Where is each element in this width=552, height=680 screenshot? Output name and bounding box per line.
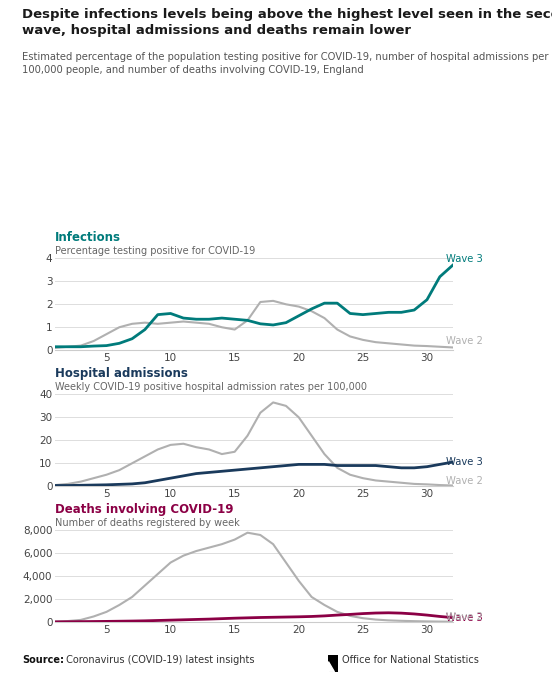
Text: Source:: Source: — [22, 655, 64, 665]
Text: Infections: Infections — [55, 231, 121, 244]
Text: Percentage testing positive for COVID-19: Percentage testing positive for COVID-19 — [55, 245, 256, 256]
Text: Wave 3: Wave 3 — [446, 613, 483, 623]
Text: Wave 3: Wave 3 — [446, 254, 483, 264]
Polygon shape — [328, 662, 335, 672]
Text: Number of deaths registered by week: Number of deaths registered by week — [55, 517, 240, 528]
Text: Hospital admissions: Hospital admissions — [55, 367, 188, 380]
Text: Weekly COVID-19 positive hospital admission rates per 100,000: Weekly COVID-19 positive hospital admiss… — [55, 381, 367, 392]
Text: Coronavirus (COVID-19) latest insights: Coronavirus (COVID-19) latest insights — [63, 655, 255, 665]
Text: Despite infections levels being above the highest level seen in the second: Despite infections levels being above th… — [22, 8, 552, 21]
Text: Wave 2: Wave 2 — [446, 475, 483, 486]
Text: wave, hospital admissions and deaths remain lower: wave, hospital admissions and deaths rem… — [22, 24, 411, 37]
Text: Wave 3: Wave 3 — [446, 457, 483, 467]
Text: Wave 2: Wave 2 — [446, 337, 483, 346]
Text: Office for National Statistics: Office for National Statistics — [342, 655, 479, 665]
Text: Estimated percentage of the population testing positive for COVID-19, number of : Estimated percentage of the population t… — [22, 52, 549, 75]
Text: Deaths involving COVID-19: Deaths involving COVID-19 — [55, 503, 233, 516]
Text: Wave 2: Wave 2 — [446, 612, 483, 622]
